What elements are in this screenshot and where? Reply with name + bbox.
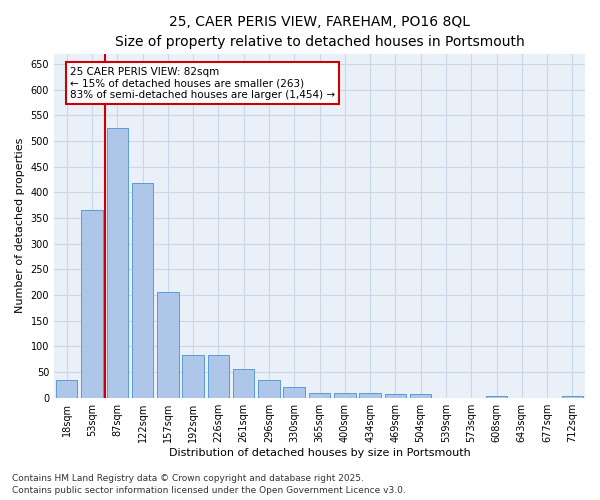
Bar: [107, 128, 128, 398]
Bar: [562, 396, 583, 398]
Bar: [359, 392, 381, 398]
Bar: [208, 355, 229, 398]
Bar: [283, 388, 305, 398]
Bar: [81, 210, 103, 398]
Bar: [233, 370, 254, 398]
Bar: [157, 292, 179, 398]
Bar: [56, 380, 77, 398]
Text: Contains HM Land Registry data © Crown copyright and database right 2025.
Contai: Contains HM Land Registry data © Crown c…: [12, 474, 406, 495]
Bar: [410, 394, 431, 398]
Bar: [132, 183, 153, 398]
Bar: [309, 392, 330, 398]
Bar: [385, 394, 406, 398]
Y-axis label: Number of detached properties: Number of detached properties: [15, 138, 25, 314]
Bar: [334, 392, 356, 398]
Bar: [182, 355, 204, 398]
Title: 25, CAER PERIS VIEW, FAREHAM, PO16 8QL
Size of property relative to detached hou: 25, CAER PERIS VIEW, FAREHAM, PO16 8QL S…: [115, 15, 524, 48]
X-axis label: Distribution of detached houses by size in Portsmouth: Distribution of detached houses by size …: [169, 448, 470, 458]
Text: 25 CAER PERIS VIEW: 82sqm
← 15% of detached houses are smaller (263)
83% of semi: 25 CAER PERIS VIEW: 82sqm ← 15% of detac…: [70, 66, 335, 100]
Bar: [486, 396, 507, 398]
Bar: [258, 380, 280, 398]
